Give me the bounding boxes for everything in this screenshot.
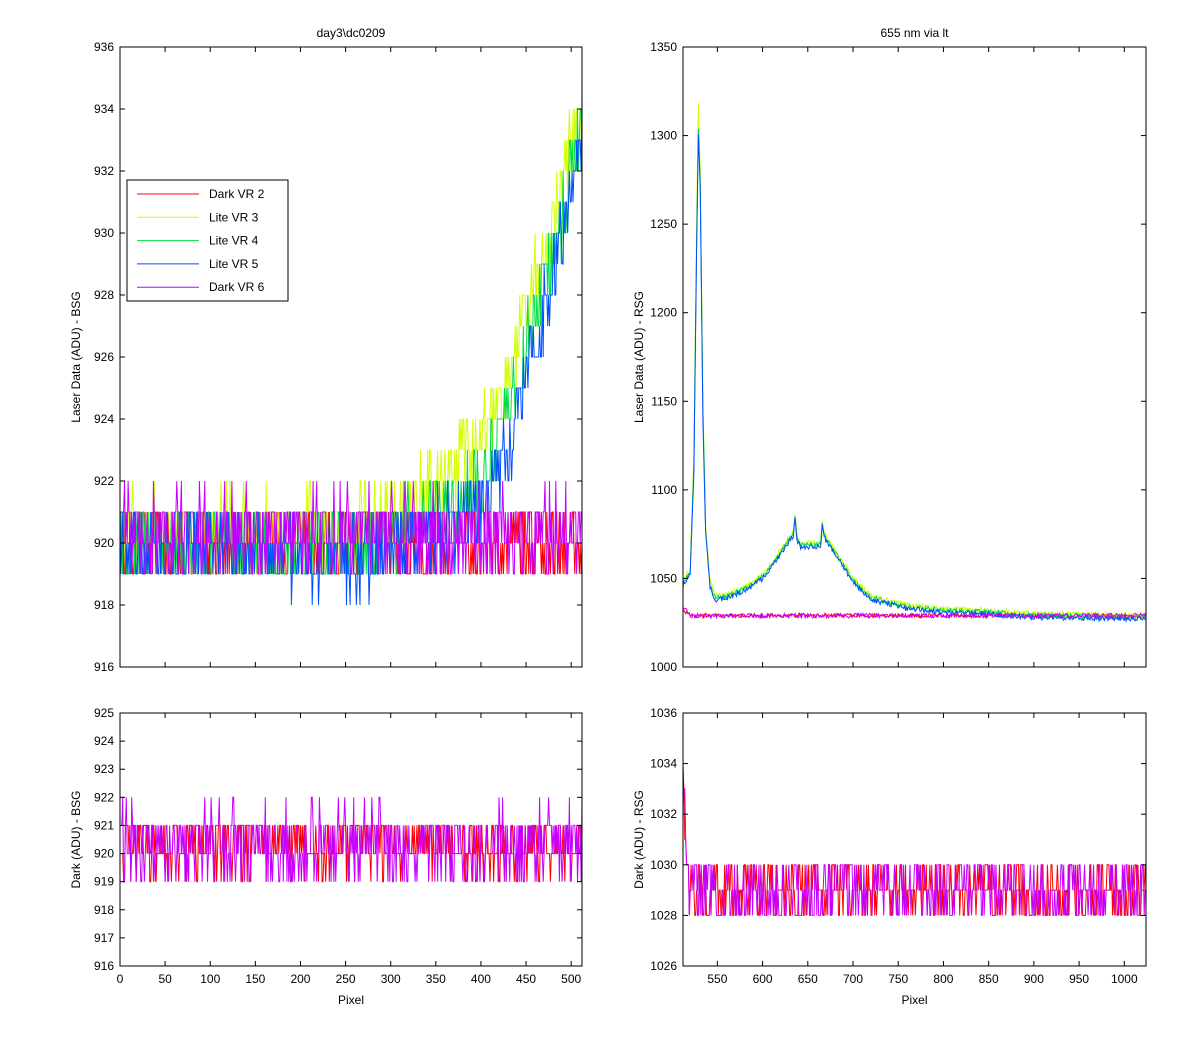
x-tick-label: 350 <box>426 972 446 986</box>
y-tick-label: 1000 <box>650 660 677 674</box>
x-tick-label: 750 <box>888 972 908 986</box>
y-tick-label: 916 <box>94 660 114 674</box>
legend-label: Lite VR 3 <box>209 210 259 224</box>
y-tick-label: 932 <box>94 164 114 178</box>
legend-label: Dark VR 2 <box>209 187 265 201</box>
y-tick-label: 917 <box>94 931 114 945</box>
y-tick-label: 1030 <box>650 858 677 872</box>
chart-title: day3\dc0209 <box>317 26 386 40</box>
x-tick-label: 950 <box>1069 972 1089 986</box>
y-axis-label: Dark (ADU) - BSG <box>69 790 83 888</box>
panel-bottom-right: 550 600 650 700 750 800 850 900 950 1000 1026 1028 1… <box>632 706 1147 1007</box>
chart-title: 655 nm via lt <box>880 26 949 40</box>
panel-top-left: 916 918 920 922 924 926 928 930 932 934 936 day3\dc… <box>69 26 583 674</box>
x-tick-label: 50 <box>158 972 172 986</box>
x-tick-label: 800 <box>933 972 953 986</box>
x-tick-label: 200 <box>290 972 310 986</box>
y-tick-label: 1050 <box>650 571 677 585</box>
x-axis-label: Pixel <box>901 993 927 1007</box>
legend-label: Lite VR 4 <box>209 234 259 248</box>
legend-label: Dark VR 6 <box>209 280 265 294</box>
x-tick-label: 300 <box>381 972 401 986</box>
y-tick-label: 926 <box>94 350 114 364</box>
x-tick-label: 650 <box>798 972 818 986</box>
y-axis-label: Laser Data (ADU) - RSG <box>632 291 646 423</box>
y-axis-label: Laser Data (ADU) - BSG <box>69 291 83 422</box>
series-group <box>683 763 1146 916</box>
series-dark-vr-6 <box>120 480 582 575</box>
series-group <box>120 796 582 883</box>
axes-frame <box>682 712 1147 967</box>
series-group <box>120 77 582 606</box>
y-tick-label: 923 <box>94 762 114 776</box>
y-tick-label: 1036 <box>650 706 677 720</box>
y-tick-label: 1034 <box>650 757 677 771</box>
y-tick-label: 1100 <box>651 483 677 497</box>
y-tick-label: 930 <box>94 226 114 240</box>
x-tick-label: 900 <box>1024 972 1044 986</box>
x-tick-label: 1000 <box>1111 972 1138 986</box>
plot-area <box>683 47 1146 667</box>
x-tick-label: 500 <box>561 972 581 986</box>
y-tick-label: 1028 <box>650 908 677 922</box>
x-axis-label: Pixel <box>338 993 364 1007</box>
y-tick-label: 924 <box>94 412 114 426</box>
x-tick-label: 0 <box>117 972 124 986</box>
y-tick-label: 1350 <box>650 40 677 54</box>
x-tick-label: 550 <box>707 972 727 986</box>
y-tick-label: 918 <box>94 598 114 612</box>
y-tick-label: 934 <box>94 102 114 116</box>
y-tick-label: 1300 <box>650 129 677 143</box>
y-tick-label: 922 <box>94 790 114 804</box>
series-dark-vr-6 <box>120 796 582 883</box>
y-axis-label: Dark (ADU) - RSG <box>632 790 646 889</box>
series-group <box>683 102 1146 623</box>
series-dark-vr-6 <box>683 788 1146 916</box>
y-tick-label: 920 <box>94 847 114 861</box>
x-tick-label: 400 <box>471 972 491 986</box>
x-tick-label: 150 <box>245 972 265 986</box>
y-tick-label: 921 <box>94 818 114 832</box>
legend-label: Lite VR 5 <box>209 257 259 271</box>
y-tick-label: 916 <box>94 959 114 973</box>
series-dark-vr-6 <box>683 607 1146 620</box>
legend: Dark VR 2 Lite VR 3 Lite VR 4 Lite VR 5 Dark… <box>126 179 289 302</box>
axes-frame <box>682 46 1147 668</box>
x-tick-label: 100 <box>200 972 220 986</box>
y-tick-label: 919 <box>94 875 114 889</box>
y-tick-label: 1032 <box>650 807 677 821</box>
y-tick-label: 936 <box>94 40 114 54</box>
panel-bottom-left: 0 50 100 150 200 250 300 350 400 450 500 916 917 918 9… <box>69 706 583 1007</box>
y-tick-label: 1026 <box>650 959 677 973</box>
x-tick-label: 700 <box>843 972 863 986</box>
x-tick-label: 850 <box>979 972 999 986</box>
axes-frame <box>119 712 583 967</box>
y-tick-label: 918 <box>94 903 114 917</box>
y-tick-label: 1150 <box>651 394 677 408</box>
panel-top-right: 1000 1050 1100 1150 1200 1250 1300 1350 655 nm v… <box>632 26 1147 674</box>
y-tick-label: 920 <box>94 536 114 550</box>
y-tick-label: 928 <box>94 288 114 302</box>
y-tick-label: 1200 <box>650 306 677 320</box>
panels: 916 918 920 922 924 926 928 930 932 934 936 day3\dc… <box>69 26 1147 1007</box>
x-tick-label: 450 <box>516 972 536 986</box>
plot-area <box>683 713 1146 966</box>
x-tick-label: 600 <box>753 972 773 986</box>
y-tick-label: 924 <box>94 734 114 748</box>
y-tick-label: 922 <box>94 474 114 488</box>
y-tick-label: 1250 <box>650 217 677 231</box>
x-tick-label: 250 <box>336 972 356 986</box>
y-tick-label: 925 <box>94 706 114 720</box>
